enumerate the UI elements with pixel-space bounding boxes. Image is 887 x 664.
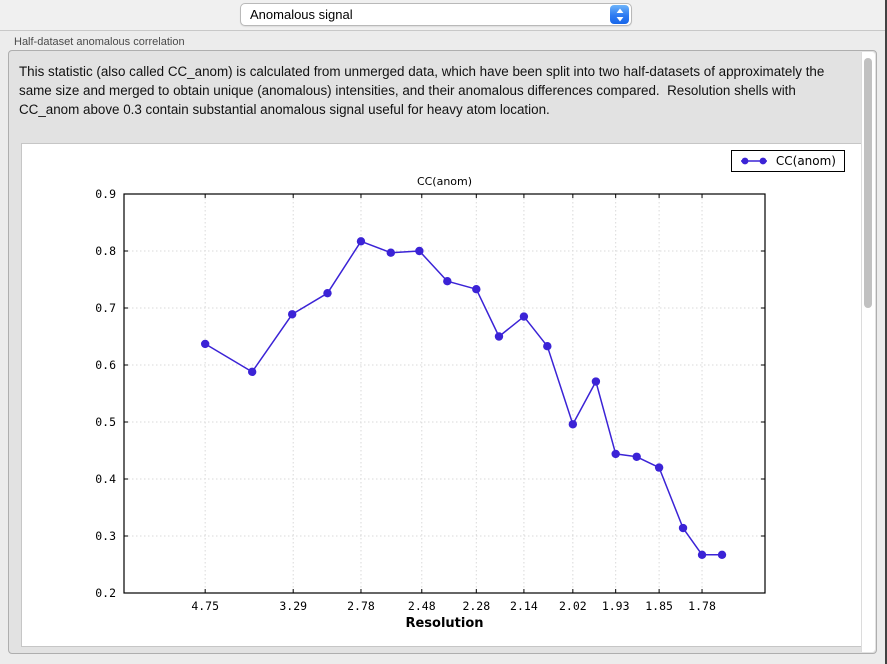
svg-text:0.5: 0.5 — [95, 415, 116, 429]
window-right-edge — [885, 0, 887, 664]
svg-text:1.78: 1.78 — [688, 599, 716, 613]
svg-text:2.78: 2.78 — [347, 599, 375, 613]
description-text: This statistic (also called CC_anom) is … — [19, 64, 829, 118]
section-title: Half-dataset anomalous correlation — [14, 36, 185, 48]
axes — [124, 193, 765, 594]
svg-text:1.93: 1.93 — [602, 599, 630, 613]
svg-text:4.75: 4.75 — [191, 599, 219, 613]
scrollbar-track[interactable] — [861, 52, 875, 652]
svg-text:0.8: 0.8 — [95, 244, 116, 258]
svg-text:0.3: 0.3 — [95, 529, 116, 543]
x-axis-title: Resolution — [405, 616, 483, 631]
cc-anom-chart: 0.2 0.3 0.4 0.5 0.6 0.7 0.8 0.9 4.75 3.29 2.78 2.48… — [95, 175, 766, 631]
content-panel: This statistic (also called CC_anom) is … — [8, 50, 877, 654]
chart-legend: CC(anom) — [730, 150, 845, 172]
svg-text:3.29: 3.29 — [279, 599, 307, 613]
svg-text:0.4: 0.4 — [95, 472, 116, 486]
legend-label: CC(anom) — [775, 154, 836, 168]
svg-text:2.02: 2.02 — [559, 599, 587, 613]
data-line — [204, 240, 723, 556]
plot-selector-value: Anomalous signal — [250, 7, 353, 22]
scrollbar-thumb[interactable] — [864, 58, 872, 308]
svg-text:1.85: 1.85 — [645, 599, 673, 613]
svg-text:0.9: 0.9 — [95, 187, 116, 201]
plot-selector-dropdown[interactable]: Anomalous signal — [240, 3, 632, 26]
svg-text:0.6: 0.6 — [95, 358, 116, 372]
toolbar: Anomalous signal — [0, 0, 887, 31]
axis-labels: 0.2 0.3 0.4 0.5 0.6 0.7 0.8 0.9 4.75 3.29 2.78 2.48… — [95, 187, 716, 613]
up-down-chevrons-icon — [616, 8, 623, 21]
svg-text:2.28: 2.28 — [462, 599, 490, 613]
chart-title: CC(anom) — [417, 175, 472, 188]
chart-card: 0.2 0.3 0.4 0.5 0.6 0.7 0.8 0.9 4.75 3.29 2.78 2.48… — [21, 143, 865, 647]
svg-text:0.7: 0.7 — [95, 301, 116, 315]
svg-text:2.48: 2.48 — [408, 599, 436, 613]
legend-line-marker-icon — [740, 157, 767, 165]
data-points — [200, 237, 727, 560]
grid — [124, 194, 765, 593]
dropdown-stepper-icon — [610, 5, 629, 24]
svg-text:0.2: 0.2 — [95, 586, 116, 600]
svg-text:2.14: 2.14 — [510, 599, 538, 613]
